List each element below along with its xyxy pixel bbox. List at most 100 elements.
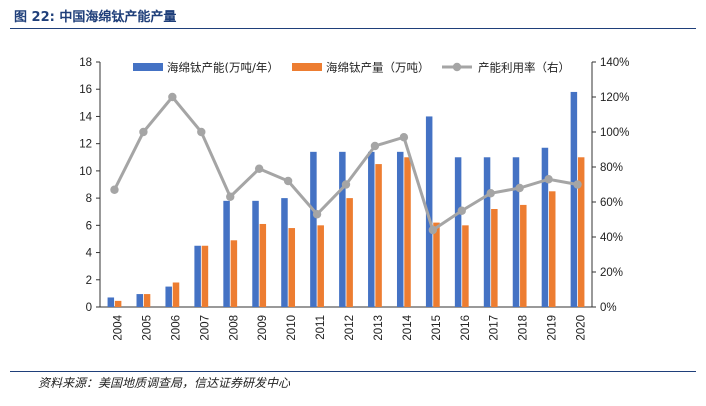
figure-title: 图 22: 中国海绵钛产能产量 bbox=[14, 10, 177, 25]
capacity-bar bbox=[483, 157, 491, 307]
utilization-point bbox=[399, 133, 409, 142]
y-right-tick-label: 80% bbox=[600, 162, 623, 174]
source-divider bbox=[10, 371, 696, 372]
y-left-tick-label: 6 bbox=[86, 220, 92, 232]
output-bar bbox=[462, 225, 469, 307]
output-bar bbox=[288, 228, 296, 307]
legend: 海绵钛产能(万吨/年） 海绵钛产量（万吨） 产能利用率（右） bbox=[133, 61, 570, 75]
legend-output-swatch bbox=[292, 63, 322, 71]
capacity-bar bbox=[223, 200, 230, 307]
x-tick-label: 2016 bbox=[460, 315, 472, 341]
utilization-point bbox=[544, 175, 553, 184]
x-tick-label: 2020 bbox=[576, 315, 588, 341]
utilization-point bbox=[341, 180, 351, 189]
legend-utilization-marker bbox=[452, 62, 462, 72]
y-left-tick-label: 12 bbox=[79, 139, 92, 151]
capacity-bar bbox=[252, 200, 259, 307]
utilization-point bbox=[283, 176, 293, 186]
utilization-point bbox=[312, 210, 322, 219]
x-tick-label: 2014 bbox=[402, 314, 414, 340]
y-left-tick-label: 16 bbox=[79, 84, 92, 96]
x-tick-label: 2012 bbox=[344, 315, 356, 341]
x-tick-label: 2007 bbox=[199, 315, 211, 341]
axes-layer: 0 2 4 6 8 10 12 14 16 18 0% 20% 40% 60% 80% 100% 120% 140… bbox=[79, 57, 629, 341]
y-right-tick-label: 140% bbox=[600, 57, 629, 69]
x-tick-label: 2008 bbox=[228, 315, 240, 341]
output-bar bbox=[433, 222, 440, 307]
output-bar bbox=[491, 209, 498, 307]
capacity-bar bbox=[454, 157, 462, 307]
output-bar bbox=[172, 282, 180, 307]
bars-layer bbox=[107, 91, 585, 307]
y-left-tick-label: 0 bbox=[86, 302, 92, 314]
capacity-bar bbox=[194, 245, 201, 307]
capacity-bar bbox=[396, 151, 404, 307]
capacity-bar bbox=[541, 147, 549, 307]
x-tick-label: 2009 bbox=[257, 315, 269, 341]
legend-capacity-label: 海绵钛产能(万吨/年） bbox=[167, 61, 279, 75]
output-bar bbox=[577, 157, 585, 307]
capacity-bar bbox=[165, 286, 172, 307]
output-bar bbox=[520, 204, 527, 307]
y-right-tick-label: 40% bbox=[600, 232, 623, 244]
output-bar bbox=[375, 164, 382, 307]
y-left-tick-label: 8 bbox=[86, 193, 92, 205]
utilization-point bbox=[428, 225, 438, 235]
line-layer bbox=[110, 92, 582, 235]
y-right-tick-label: 0% bbox=[600, 302, 617, 314]
utilization-point bbox=[573, 180, 582, 189]
capacity-bar bbox=[107, 297, 115, 307]
output-bar bbox=[317, 225, 324, 307]
y-right-tick-label: 20% bbox=[600, 267, 623, 279]
y-right-tick-label: 120% bbox=[600, 92, 629, 104]
utilization-point bbox=[110, 185, 119, 194]
utilization-point bbox=[139, 127, 148, 137]
utilization-point bbox=[457, 206, 466, 215]
output-bar bbox=[346, 198, 353, 307]
legend-output-label: 海绵钛产量（万吨） bbox=[326, 61, 430, 75]
y-left-tick-label: 2 bbox=[86, 275, 92, 287]
capacity-bar bbox=[425, 116, 433, 307]
output-bar bbox=[114, 300, 122, 307]
output-bar bbox=[143, 294, 151, 307]
y-left-tick-label: 10 bbox=[79, 166, 92, 178]
utilization-point bbox=[515, 183, 524, 193]
capacity-bar bbox=[310, 151, 317, 307]
output-bar bbox=[259, 223, 267, 307]
x-tick-label: 2010 bbox=[286, 315, 298, 341]
x-tick-label: 2011 bbox=[315, 315, 327, 340]
legend-capacity-swatch bbox=[133, 63, 163, 71]
y-right-tick-label: 60% bbox=[600, 197, 623, 209]
capacity-bar bbox=[136, 294, 144, 307]
x-tick-label: 2015 bbox=[431, 315, 443, 341]
capacity-bar bbox=[570, 91, 578, 307]
utilization-point bbox=[370, 141, 380, 151]
legend-utilization-label: 产能利用率（右） bbox=[478, 61, 570, 75]
x-tick-label: 2017 bbox=[489, 315, 501, 341]
utilization-line bbox=[113, 94, 578, 233]
capacity-bar bbox=[281, 198, 288, 307]
utilization-point bbox=[197, 127, 206, 137]
capacity-bar bbox=[339, 151, 346, 307]
x-tick-label: 2018 bbox=[518, 315, 530, 341]
utilization-point bbox=[168, 92, 177, 102]
y-left-tick-label: 18 bbox=[79, 57, 92, 69]
output-bar bbox=[201, 245, 209, 307]
x-tick-label: 2006 bbox=[170, 315, 182, 341]
capacity-bar bbox=[368, 151, 375, 307]
y-right-tick-label: 100% bbox=[600, 127, 629, 139]
x-tick-label: 2013 bbox=[373, 315, 385, 341]
utilization-point bbox=[254, 164, 264, 173]
x-tick-label: 2005 bbox=[141, 315, 153, 341]
x-tick-label: 2019 bbox=[547, 315, 559, 341]
utilization-point bbox=[226, 192, 235, 201]
capacity-bar bbox=[512, 157, 520, 307]
y-left-tick-label: 14 bbox=[79, 111, 92, 123]
output-bar bbox=[404, 157, 411, 307]
output-bar bbox=[548, 191, 556, 307]
output-bar bbox=[230, 240, 238, 307]
title-divider bbox=[10, 28, 696, 29]
utilization-point bbox=[486, 189, 495, 198]
y-left-tick-label: 4 bbox=[86, 248, 93, 260]
